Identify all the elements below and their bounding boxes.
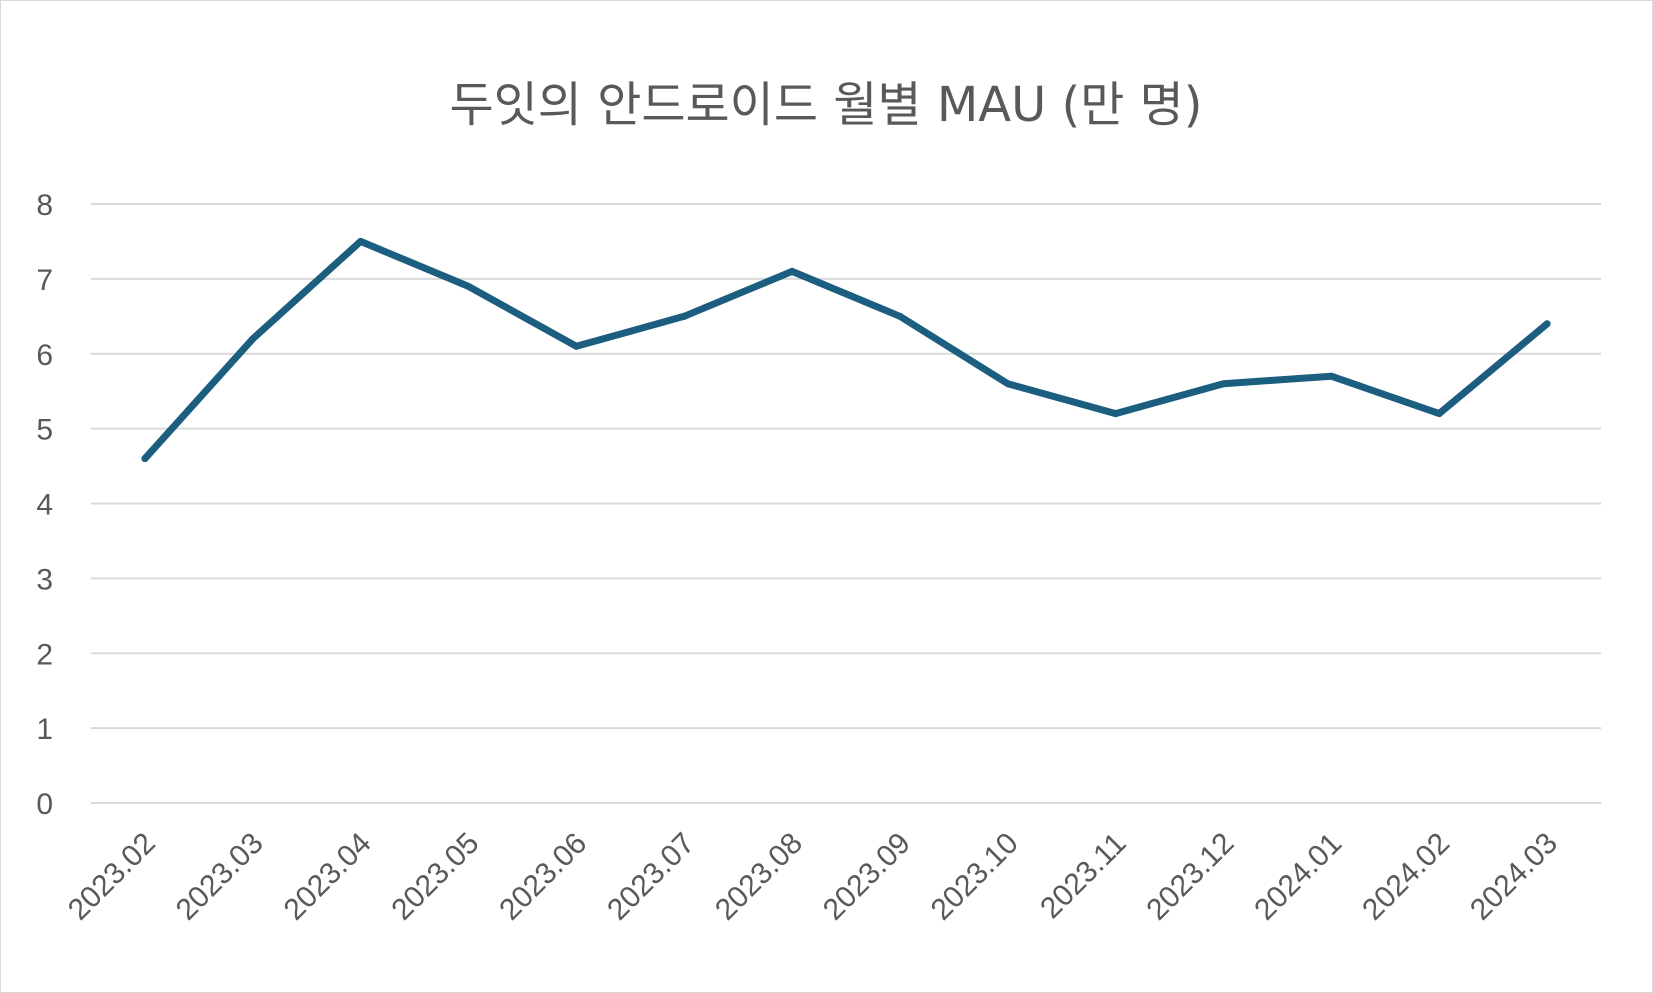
- y-tick-label: 6: [36, 339, 53, 372]
- x-tick-label: 2023.05: [385, 827, 485, 927]
- x-tick-label: 2023.03: [170, 827, 270, 927]
- x-tick-label: 2024.02: [1356, 827, 1456, 927]
- y-tick-label: 3: [36, 563, 53, 596]
- data-point: [141, 455, 149, 463]
- data-point: [1435, 410, 1443, 418]
- data-point: [788, 267, 796, 275]
- x-tick-label: 2023.12: [1140, 827, 1240, 927]
- y-tick-label: 5: [36, 414, 53, 447]
- x-tick-label: 2023.08: [709, 827, 809, 927]
- y-tick-label: 2: [36, 638, 53, 671]
- y-tick-label: 0: [36, 788, 53, 821]
- chart-title: 두잇의 안드로이드 월별 MAU (만 명): [449, 77, 1202, 133]
- series-layer: [141, 237, 1551, 463]
- x-tick-label: 2024.01: [1248, 827, 1348, 927]
- data-point: [1112, 410, 1120, 418]
- x-tick-label: 2024.03: [1464, 827, 1564, 927]
- gridlines: [91, 203, 1601, 804]
- data-point: [572, 342, 580, 350]
- x-tick-label: 2023.02: [62, 827, 162, 927]
- x-axis-tick-labels: 2023.02 2023.03 2023.04 2023.05 2023.06 2023.…: [62, 827, 1564, 927]
- data-point: [680, 312, 688, 320]
- x-tick-label: 2023.06: [493, 827, 593, 927]
- data-point: [1543, 320, 1551, 328]
- x-tick-label: 2023.09: [817, 827, 917, 927]
- data-point: [1327, 372, 1335, 380]
- data-point: [357, 237, 365, 245]
- x-tick-label: 2023.07: [601, 827, 701, 927]
- x-tick-label: 2023.10: [925, 827, 1025, 927]
- y-axis-tick-labels: 0 1 2 3 4 5 6 7 8: [36, 189, 53, 821]
- data-point: [1004, 380, 1012, 388]
- x-tick-label: 2023.11: [1034, 827, 1132, 925]
- data-point: [1220, 380, 1227, 388]
- y-tick-label: 1: [36, 713, 53, 746]
- y-tick-label: 8: [36, 189, 53, 222]
- data-point: [249, 335, 257, 343]
- data-point: [465, 282, 472, 290]
- y-tick-label: 7: [36, 264, 53, 297]
- series-line: [141, 237, 1551, 463]
- y-tick-label: 4: [36, 489, 53, 522]
- data-point: [896, 312, 904, 320]
- x-tick-label: 2023.04: [278, 827, 378, 927]
